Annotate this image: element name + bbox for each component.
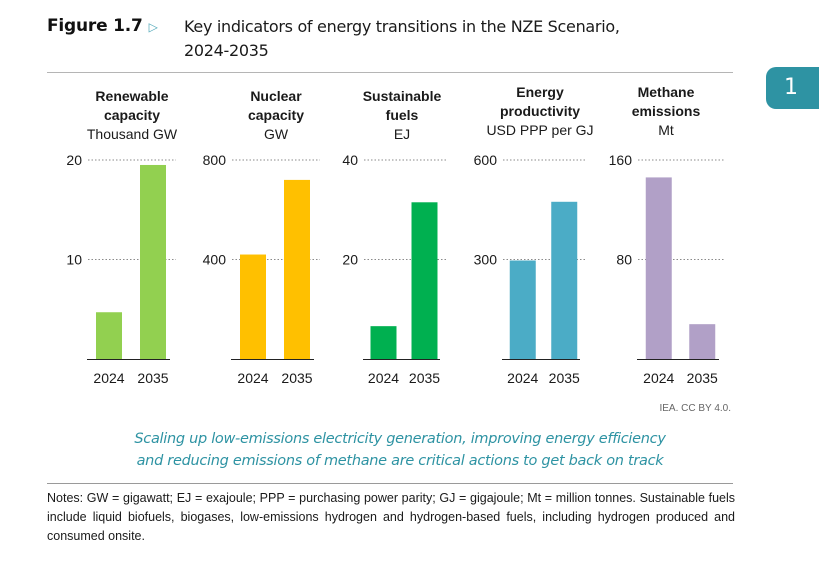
panel-2-category-label: 2024 [237,370,268,386]
panel-4-unit-label: USD PPP per GJ [486,122,593,138]
panel-2-tick-label: 400 [203,252,227,268]
panel-3-bar-2035 [411,202,438,359]
figure-label: Figure 1.7 ▷ [47,16,158,36]
panel-1-category-label: 2035 [137,370,168,386]
panel-1-tick-label: 10 [66,252,82,268]
panel-3-title-line: Sustainable [363,88,442,104]
panel-2-tick-label: 800 [203,152,227,168]
panel-4-tick-label: 600 [474,152,498,168]
panel-2-unit-label: GW [264,126,289,142]
notes-line1: Notes: GW = gigawatt; EJ = exajoule; PPP… [47,491,636,505]
panel-4-bar-2035 [551,201,578,359]
panel-5-tick-label: 80 [616,252,632,268]
panel-1-tick-label: 20 [66,152,82,168]
panel-4-title-line: Energy [516,84,564,100]
figure-title: Key indicators of energy transitions in … [184,15,684,63]
panel-3-unit-label: EJ [394,126,410,142]
figure-caption: Scaling up low-emissions electricity gen… [60,428,740,472]
panel-2-category-label: 2035 [281,370,312,386]
notes: Notes: GW = gigawatt; EJ = exajoule; PPP… [47,489,735,546]
panel-4-bar-2024 [509,260,536,359]
panel-3-category-label: 2035 [409,370,440,386]
panel-5-category-label: 2035 [687,370,718,386]
panel-1-category-label: 2024 [93,370,124,386]
panel-5-category-label: 2024 [643,370,674,386]
panel-3-tick-label: 20 [342,252,358,268]
triangle-right-outline-icon: ▷ [148,20,158,34]
panel-5-title-line: emissions [632,103,701,119]
caption-line2: and reducing emissions of methane are cr… [136,453,664,469]
panel-4-tick-label: 300 [474,252,498,268]
panel-3-bar-2024 [370,326,397,359]
panel-1-title-line: capacity [104,107,160,123]
panel-5-bar-2035 [689,324,716,359]
panel-2-title-line: Nuclear [250,88,302,104]
panel-5-title-line: Methane [638,84,695,100]
panel-5-tick-label: 160 [609,152,633,168]
figure-title-line1: Key indicators of energy transitions in … [184,17,620,36]
panel-4-title-line: productivity [500,103,580,119]
panel-3-tick-label: 40 [342,152,358,168]
panel-1-unit-label: Thousand GW [87,126,178,142]
source-credit: IEA. CC BY 4.0. [659,403,731,414]
panel-4-category-label: 2024 [507,370,538,386]
bottom-divider [47,483,733,484]
chapter-number: 1 [784,75,798,100]
panel-1-bar-2024 [96,312,122,359]
panel-4-category-label: 2035 [549,370,580,386]
panel-2-bar-2035 [284,179,310,359]
top-divider [47,72,733,73]
panel-2-bar-2024 [240,254,266,359]
charts-area: Renewable capacity Thousand GW 10 20 2024 2035… [66,84,725,386]
panel-3-title-line: fuels [386,107,419,123]
figure-number: Figure 1.7 [47,16,143,36]
panel-1-bar-2035 [140,164,166,359]
caption-line1: Scaling up low-emissions electricity gen… [134,431,666,447]
figure-title-line2: 2024-2035 [184,41,269,60]
panel-5-unit-label: Mt [658,122,674,138]
panel-1-title-line: Renewable [95,88,168,104]
panel-3-category-label: 2024 [368,370,399,386]
panel-2-title-line: capacity [248,107,304,123]
panel-5-bar-2024 [645,177,672,359]
chapter-tab[interactable]: 1 [766,67,819,109]
notes-line2: Sustainable fuels include liquid biofuel… [47,491,736,543]
